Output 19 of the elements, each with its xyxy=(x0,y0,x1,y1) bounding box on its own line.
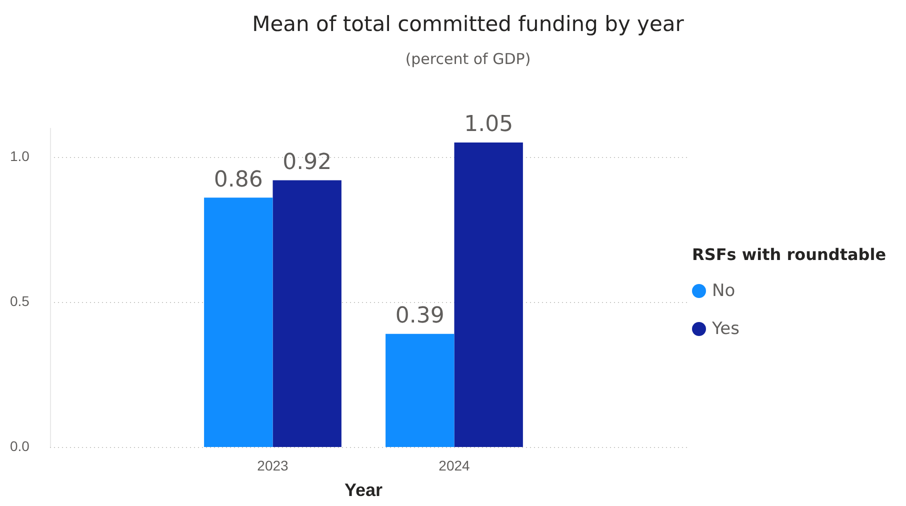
y-tick-label: 1.0 xyxy=(10,148,30,164)
chart-subtitle: (percent of GDP) xyxy=(404,50,532,68)
bar xyxy=(272,180,342,447)
bar xyxy=(386,334,454,447)
legend-label: No xyxy=(712,281,736,301)
chart-title: Mean of total committed funding by year xyxy=(251,12,685,36)
data-label: 1.05 xyxy=(464,112,514,138)
bar xyxy=(204,198,273,447)
legend-title: RSFs with roundtable xyxy=(692,245,886,264)
legend-label: Yes xyxy=(712,319,740,339)
bar xyxy=(454,142,523,447)
x-tick-label: 2024 xyxy=(438,457,470,474)
data-label: 0.39 xyxy=(395,304,444,329)
y-tick-label: 0.0 xyxy=(10,438,30,454)
data-label: 0.92 xyxy=(282,150,332,175)
x-tick-label: 2023 xyxy=(257,457,289,474)
x-axis-title: Year xyxy=(344,480,383,500)
data-label: 0.86 xyxy=(214,167,263,192)
y-tick-label: 0.5 xyxy=(10,292,30,309)
